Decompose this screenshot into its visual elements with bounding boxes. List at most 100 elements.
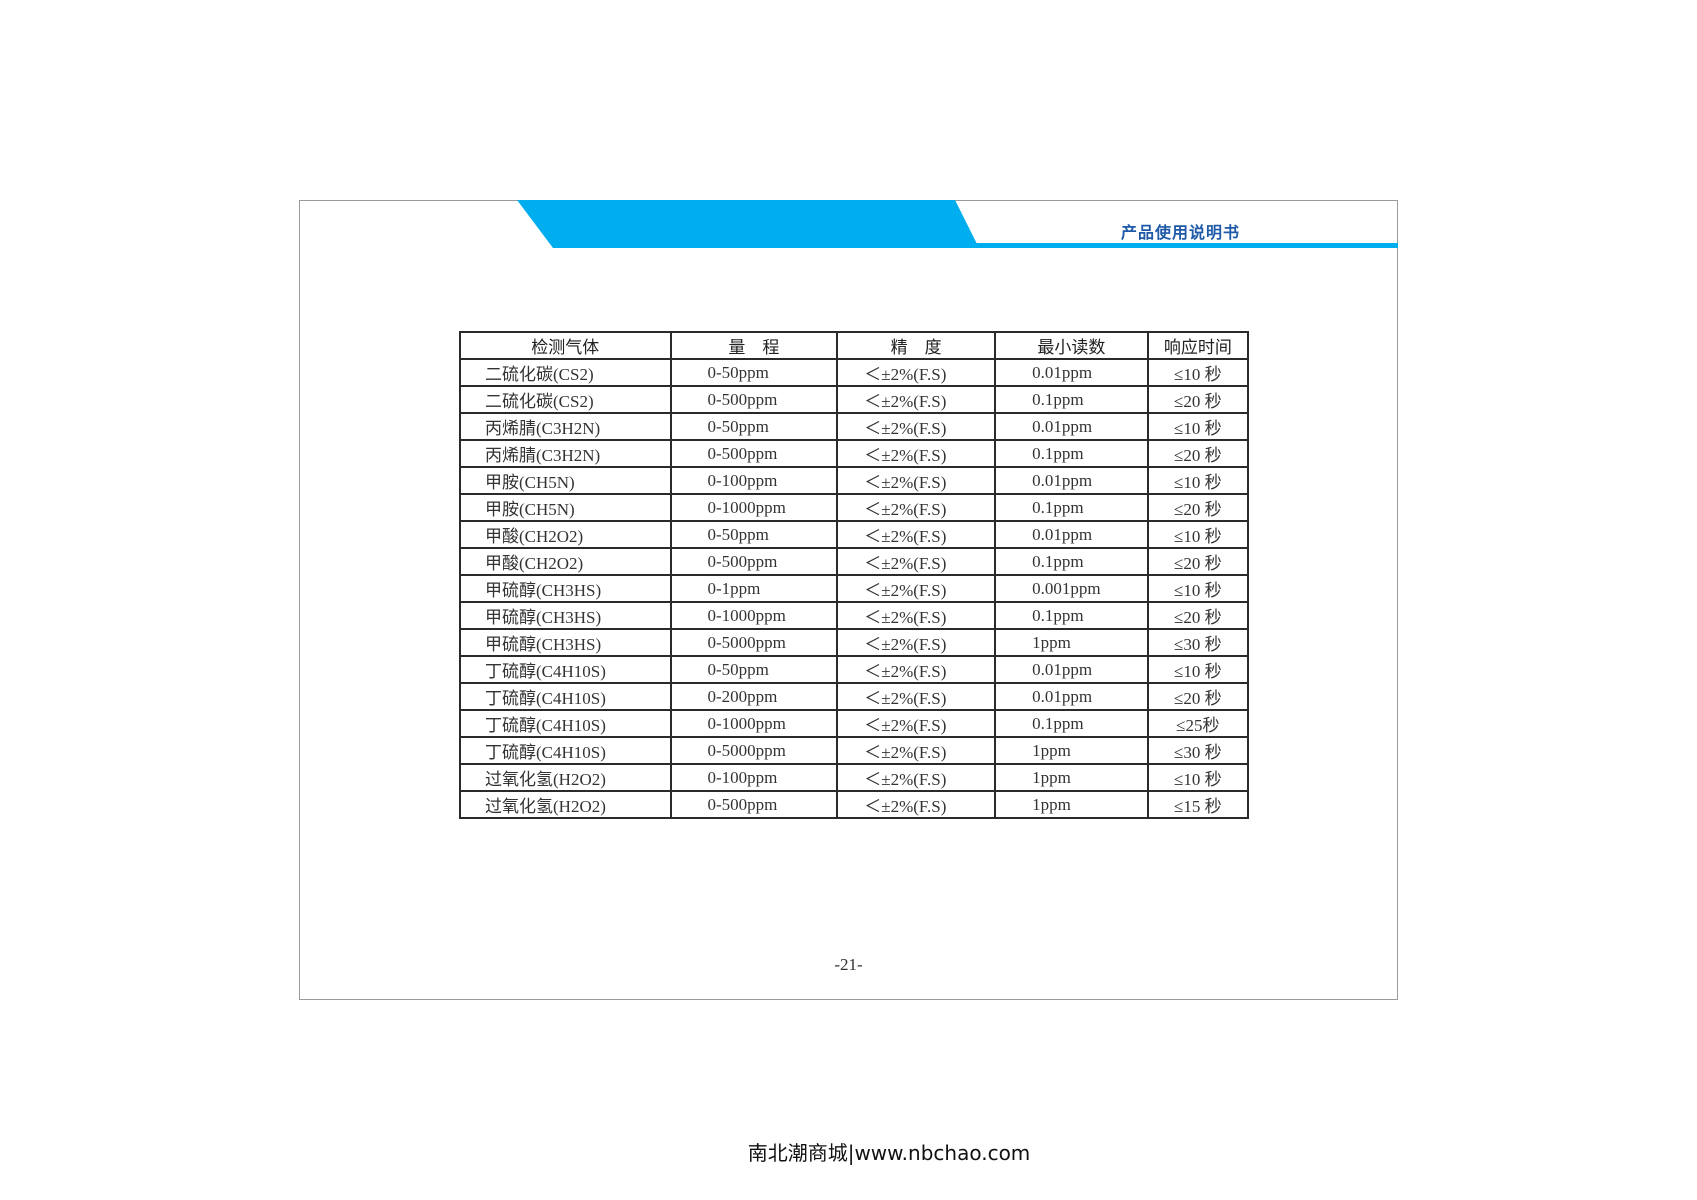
- min-reading-cell: 0.01ppm: [994, 682, 1149, 711]
- gas-spec-table: 检测气体量 程精 度最小读数 响应时间 二硫化碳(CS2) 0-50ppm ＜±2%(…: [459, 331, 1250, 819]
- min-reading-cell: 0.01ppm: [994, 655, 1149, 684]
- min-reading-cell: 1ppm: [994, 736, 1149, 765]
- response-time-cell: ≤30 秒: [1146, 736, 1250, 765]
- min-reading-cell: 0.01ppm: [994, 466, 1149, 495]
- table-row: 丙烯腈(C3H2N) 0-50ppm ＜±2%(F.S) 0.01ppm ≤10 秒: [459, 412, 1250, 441]
- table-row: 过氧化氢(H2O2) 0-500ppm ＜±2%(F.S) 1ppm ≤15 秒: [459, 790, 1250, 819]
- table-row: 甲硫醇(CH3HS) 0-5000ppm ＜±2%(F.S) 1ppm ≤30 秒: [459, 628, 1250, 657]
- response-time-cell: ≤20 秒: [1146, 601, 1250, 630]
- table-row: 甲酸(CH2O2) 0-50ppm ＜±2%(F.S) 0.01ppm ≤10 秒: [459, 520, 1250, 549]
- table-row: 二硫化碳(CS2) 0-500ppm ＜±2%(F.S) 0.1ppm ≤20 秒: [459, 385, 1250, 414]
- range-cell: 0-100ppm: [669, 763, 839, 792]
- range-cell: 0-1000ppm: [669, 493, 839, 522]
- range-cell: 0-1000ppm: [669, 601, 839, 630]
- range-cell: 0-1000ppm: [669, 709, 839, 738]
- response-time-cell: ≤20 秒: [1146, 385, 1250, 414]
- gas-name-cell: 甲酸(CH2O2): [459, 520, 672, 549]
- gas-name-cell: 甲酸(CH2O2): [459, 547, 672, 576]
- accuracy-cell: ＜±2%(F.S): [836, 466, 997, 495]
- table-row: 二硫化碳(CS2) 0-50ppm ＜±2%(F.S) 0.01ppm ≤10 秒: [459, 358, 1250, 387]
- column-header: 最小读数: [994, 331, 1149, 360]
- banner-parallelogram: [517, 200, 979, 248]
- response-time-cell: ≤10 秒: [1146, 358, 1250, 387]
- min-reading-cell: 0.1ppm: [994, 547, 1149, 576]
- gas-name-cell: 丁硫醇(C4H10S): [459, 682, 672, 711]
- response-time-cell: ≤10 秒: [1146, 412, 1250, 441]
- response-time-cell: ≤20 秒: [1146, 439, 1250, 468]
- accuracy-cell: ＜±2%(F.S): [836, 682, 997, 711]
- table-row: 丁硫醇(C4H10S) 0-200ppm ＜±2%(F.S) 0.01ppm ≤20 秒: [459, 682, 1250, 711]
- accuracy-cell: ＜±2%(F.S): [836, 385, 997, 414]
- range-cell: 0-50ppm: [669, 412, 839, 441]
- response-time-cell: ≤25秒: [1146, 709, 1250, 738]
- accuracy-cell: ＜±2%(F.S): [836, 493, 997, 522]
- accuracy-cell: ＜±2%(F.S): [836, 412, 997, 441]
- min-reading-cell: 1ppm: [994, 790, 1149, 819]
- column-header: 响应时间: [1146, 331, 1250, 360]
- response-time-cell: ≤10 秒: [1146, 466, 1250, 495]
- table-row: 过氧化氢(H2O2) 0-100ppm ＜±2%(F.S) 1ppm ≤10 秒: [459, 763, 1250, 792]
- min-reading-cell: 0.01ppm: [994, 520, 1149, 549]
- accuracy-cell: ＜±2%(F.S): [836, 520, 997, 549]
- page-number: -21-: [834, 955, 863, 974]
- table-row: 甲硫醇(CH3HS) 0-1ppm ＜±2%(F.S) 0.001ppm ≤10 秒: [459, 574, 1250, 603]
- gas-name-cell: 过氧化氢(H2O2): [459, 790, 672, 819]
- range-cell: 0-50ppm: [669, 358, 839, 387]
- table-row: 丁硫醇(C4H10S) 0-50ppm ＜±2%(F.S) 0.01ppm ≤10 秒: [459, 655, 1250, 684]
- gas-name-cell: 过氧化氢(H2O2): [459, 763, 672, 792]
- accuracy-cell: ＜±2%(F.S): [836, 574, 997, 603]
- table-row: 甲酸(CH2O2) 0-500ppm ＜±2%(F.S) 0.1ppm ≤20 秒: [459, 547, 1250, 576]
- document-title: 产品使用说明书: [1121, 223, 1241, 242]
- gas-name-cell: 甲胺(CH5N): [459, 466, 672, 495]
- footer-watermark: 南北潮商城|www.nbchao.com: [747, 1141, 1031, 1165]
- gas-name-cell: 甲硫醇(CH3HS): [459, 628, 672, 657]
- response-time-cell: ≤20 秒: [1146, 682, 1250, 711]
- table-row: 丙烯腈(C3H2N) 0-500ppm ＜±2%(F.S) 0.1ppm ≤20 秒: [459, 439, 1250, 468]
- table-row: 甲胺(CH5N) 0-100ppm ＜±2%(F.S) 0.01ppm ≤10 秒: [459, 466, 1250, 495]
- table-row: 丁硫醇(C4H10S) 0-5000ppm ＜±2%(F.S) 1ppm ≤30 秒: [459, 736, 1250, 765]
- table-row: 甲胺(CH5N) 0-1000ppm ＜±2%(F.S) 0.1ppm ≤20 秒: [459, 493, 1250, 522]
- range-cell: 0-500ppm: [669, 790, 839, 819]
- gas-name-cell: 丙烯腈(C3H2N): [459, 412, 672, 441]
- gas-name-cell: 甲硫醇(CH3HS): [459, 601, 672, 630]
- min-reading-cell: 0.1ppm: [994, 439, 1149, 468]
- range-cell: 0-500ppm: [669, 547, 839, 576]
- min-reading-cell: 0.1ppm: [994, 601, 1149, 630]
- gas-name-cell: 丁硫醇(C4H10S): [459, 655, 672, 684]
- response-time-cell: ≤20 秒: [1146, 547, 1250, 576]
- column-header: 精 度: [836, 331, 997, 360]
- min-reading-cell: 0.1ppm: [994, 385, 1149, 414]
- accuracy-cell: ＜±2%(F.S): [836, 709, 997, 738]
- response-time-cell: ≤10 秒: [1146, 763, 1250, 792]
- banner-line: [965, 243, 1398, 248]
- gas-name-cell: 丙烯腈(C3H2N): [459, 439, 672, 468]
- response-time-cell: ≤10 秒: [1146, 574, 1250, 603]
- accuracy-cell: ＜±2%(F.S): [836, 628, 997, 657]
- response-time-cell: ≤10 秒: [1146, 520, 1250, 549]
- header-banner: [517, 200, 1398, 248]
- accuracy-cell: ＜±2%(F.S): [836, 655, 997, 684]
- column-header: 量 程: [669, 331, 839, 360]
- min-reading-cell: 0.1ppm: [994, 709, 1149, 738]
- response-time-cell: ≤30 秒: [1146, 628, 1250, 657]
- accuracy-cell: ＜±2%(F.S): [836, 547, 997, 576]
- response-time-cell: ≤10 秒: [1146, 655, 1250, 684]
- gas-name-cell: 甲胺(CH5N): [459, 493, 672, 522]
- table-row: 甲硫醇(CH3HS) 0-1000ppm ＜±2%(F.S) 0.1ppm ≤20 秒: [459, 601, 1250, 630]
- range-cell: 0-100ppm: [669, 466, 839, 495]
- response-time-cell: ≤15 秒: [1146, 790, 1250, 819]
- range-cell: 0-5000ppm: [669, 628, 839, 657]
- range-cell: 0-500ppm: [669, 385, 839, 414]
- response-time-cell: ≤20 秒: [1146, 493, 1250, 522]
- accuracy-cell: ＜±2%(F.S): [836, 790, 997, 819]
- gas-name-cell: 二硫化碳(CS2): [459, 385, 672, 414]
- min-reading-cell: 0.01ppm: [994, 412, 1149, 441]
- accuracy-cell: ＜±2%(F.S): [836, 358, 997, 387]
- accuracy-cell: ＜±2%(F.S): [836, 736, 997, 765]
- table-header-row: 检测气体量 程精 度最小读数 响应时间: [459, 331, 1250, 360]
- min-reading-cell: 1ppm: [994, 628, 1149, 657]
- column-header: 检测气体: [459, 331, 672, 360]
- accuracy-cell: ＜±2%(F.S): [836, 439, 997, 468]
- range-cell: 0-1ppm: [669, 574, 839, 603]
- table-row: 丁硫醇(C4H10S) 0-1000ppm ＜±2%(F.S) 0.1ppm ≤25秒: [459, 709, 1250, 738]
